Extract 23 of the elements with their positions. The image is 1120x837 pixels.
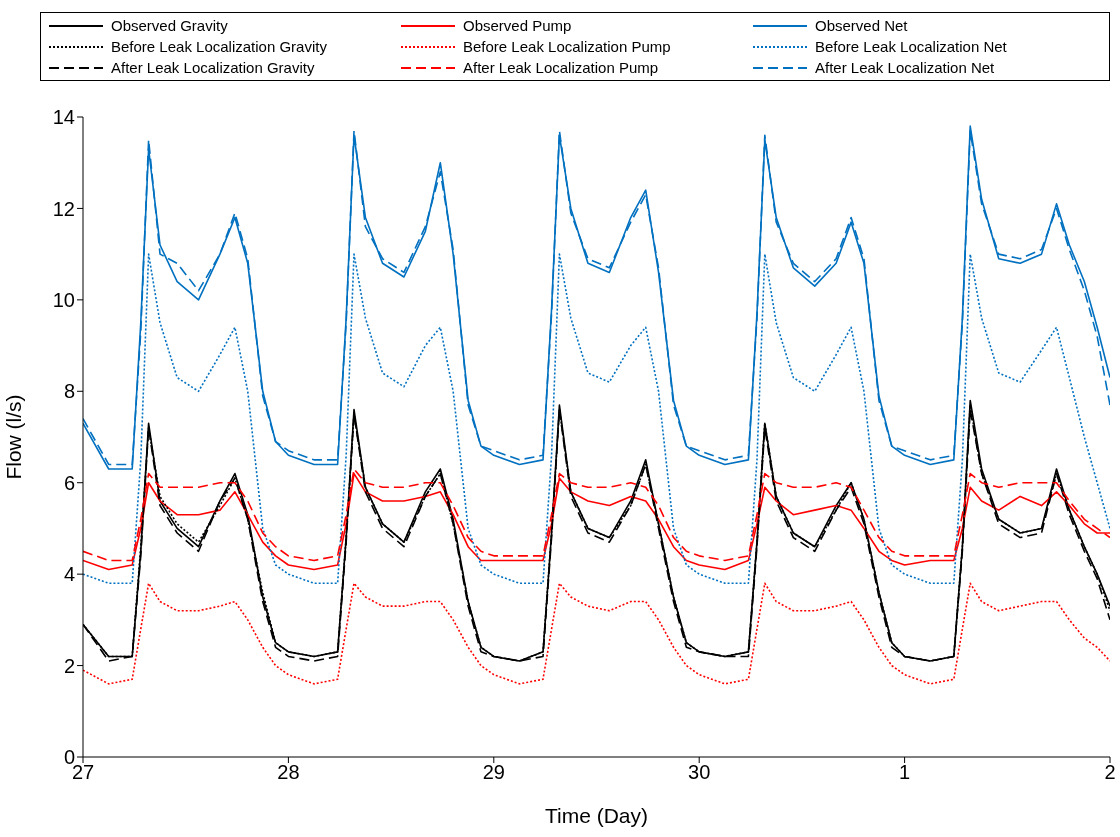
- y-tick-label: 10: [52, 288, 75, 311]
- x-axis-title: Time (Day): [544, 804, 649, 827]
- y-tick-label: 2: [63, 654, 75, 677]
- legend-label: After Leak Localization Net: [815, 59, 995, 76]
- y-tick-label: 4: [63, 563, 75, 586]
- y-tick-label: 12: [52, 197, 75, 220]
- legend-label: Before Leak Localization Gravity: [111, 38, 327, 55]
- x-tick-label: 29: [482, 761, 505, 784]
- x-tick-label: 30: [688, 761, 711, 784]
- legend-label: Observed Pump: [463, 17, 572, 34]
- x-tick-label: 1: [899, 761, 911, 784]
- y-tick-label: 14: [52, 106, 75, 129]
- legend-label: Observed Gravity: [111, 17, 228, 34]
- y-axis-title: Flow (l/s): [2, 394, 26, 480]
- x-tick-label: 2: [1104, 761, 1116, 784]
- legend-label: Observed Net: [815, 17, 908, 34]
- legend-label: Before Leak Localization Net: [815, 38, 1007, 55]
- legend-label: After Leak Localization Pump: [463, 59, 659, 76]
- y-tick-label: 8: [63, 380, 75, 403]
- legend-label: Before Leak Localization Pump: [463, 38, 671, 55]
- y-tick-label: 6: [63, 471, 75, 494]
- x-tick-label: 28: [277, 761, 300, 784]
- legend-label: After Leak Localization Gravity: [111, 59, 315, 76]
